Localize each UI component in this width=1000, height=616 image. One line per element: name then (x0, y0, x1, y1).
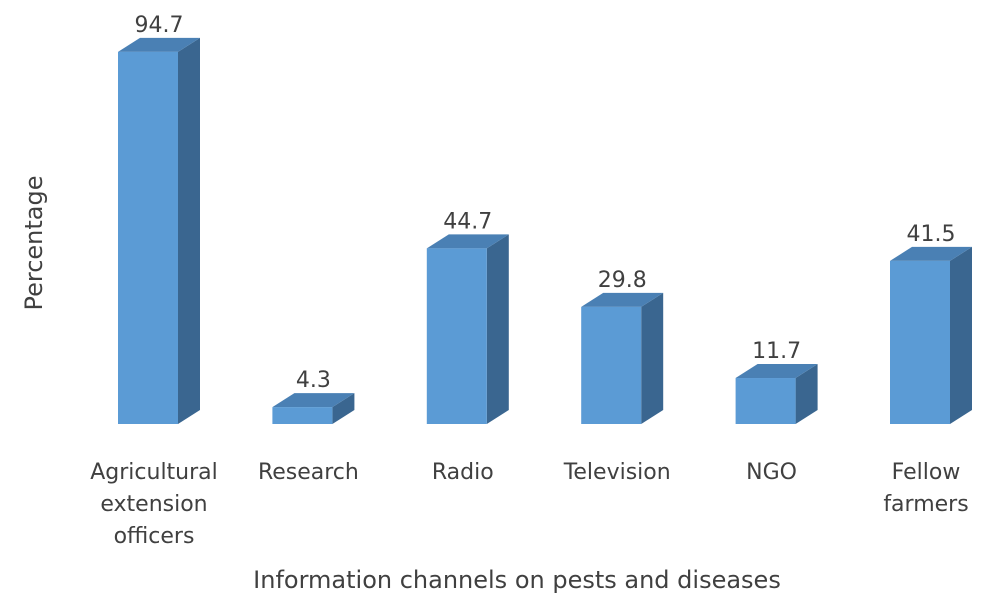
bar-top-face (272, 393, 355, 408)
bar-top-face (735, 364, 818, 379)
bar-front-face (426, 248, 487, 424)
y-axis-label: Percentage (20, 175, 48, 310)
category-tick-label: NGO (746, 460, 797, 485)
category-tick-label: Research (258, 460, 359, 485)
bar (426, 234, 509, 424)
bar (118, 37, 200, 424)
data-label: 4.3 (296, 368, 331, 393)
bar-front-face (890, 260, 950, 424)
category-tick-label: Fellow farmers (883, 460, 968, 517)
bar-front-face (272, 407, 333, 424)
category-tick-label-line: NGO (746, 460, 797, 485)
category-tick-label-line: Fellow (892, 460, 961, 485)
bar-top-face (118, 37, 200, 52)
bar-front-face (581, 306, 642, 424)
bar-side-face (795, 364, 818, 424)
bar (890, 246, 972, 424)
x-axis-label: Information channels on pests and diseas… (253, 566, 781, 594)
value-labels-layer: 94.7 4.3 44.7 29.8 11.7 41.5 (135, 13, 956, 393)
bar-top-face (890, 246, 972, 261)
category-tick-label-line: extension (100, 492, 207, 517)
category-tick-label-line: officers (114, 524, 195, 549)
category-tick-label-line: Radio (432, 460, 494, 485)
data-label: 44.7 (443, 209, 492, 234)
category-tick-label: Radio (432, 460, 494, 485)
bar-side-face (486, 234, 509, 424)
data-label: 41.5 (907, 222, 956, 247)
bar (581, 292, 664, 424)
category-tick-label: Television (563, 460, 671, 485)
category-tick-label: Agricultural extension officers (90, 460, 218, 549)
bar-side-face (178, 37, 200, 424)
bar-front-face (735, 378, 796, 424)
bar (272, 393, 355, 424)
bar-top-face (426, 234, 509, 249)
bar-top-face (581, 292, 664, 307)
bar-side-face (332, 393, 355, 424)
data-label: 11.7 (752, 339, 801, 364)
category-labels-layer: Agricultural extension officers Research Rad… (90, 460, 968, 549)
data-label: 29.8 (598, 268, 647, 293)
bars-layer (118, 37, 972, 424)
bar-side-face (641, 292, 664, 424)
category-tick-label-line: Agricultural (90, 460, 218, 485)
bar-front-face (118, 51, 178, 424)
bar (735, 364, 818, 424)
data-label: 94.7 (135, 13, 184, 38)
category-tick-label-line: farmers (883, 492, 968, 517)
bar-side-face (950, 246, 972, 424)
category-tick-label-line: Research (258, 460, 359, 485)
category-tick-label-line: Television (563, 460, 671, 485)
